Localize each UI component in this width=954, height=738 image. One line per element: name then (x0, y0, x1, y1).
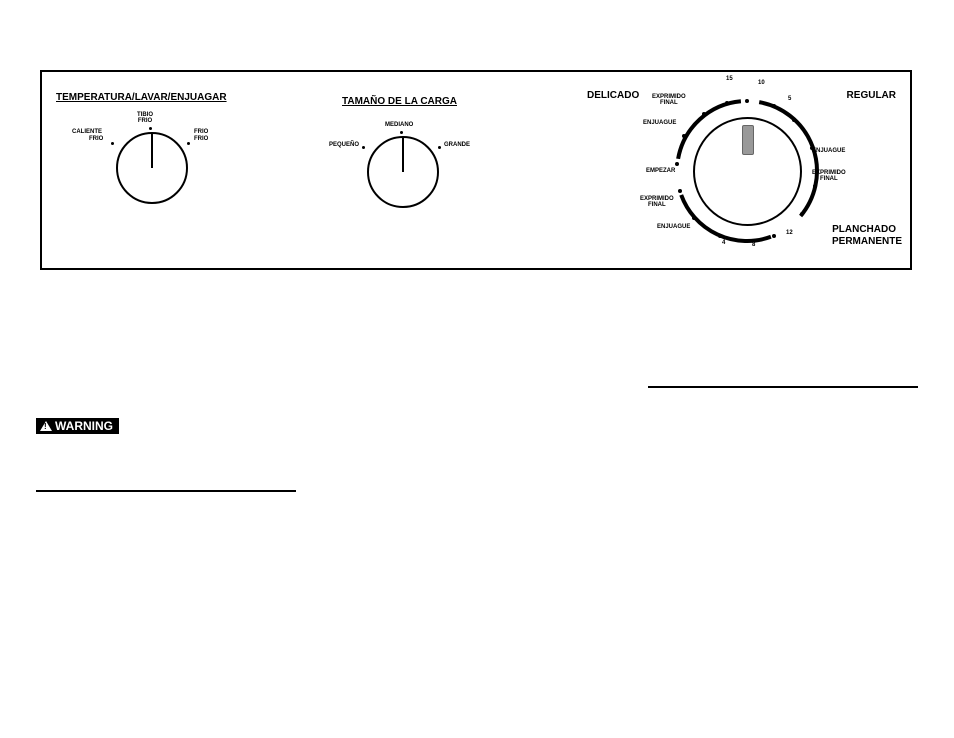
cycle-l1: EXPRIMIDOFINAL (652, 94, 686, 107)
cycle-label-regular: REGULAR (847, 90, 896, 101)
temp-label-right-bottom: FRIO (194, 136, 208, 142)
temp-label-top: TIBIOFRIO (137, 112, 153, 125)
temp-knob-indicator (151, 134, 153, 168)
warning-triangle-icon (40, 421, 52, 431)
cycle-r1: ENJUAGUE (812, 148, 845, 154)
cycle-knob-indicator (742, 125, 754, 155)
warning-text: WARNING (55, 419, 113, 433)
temp-title: TEMPERATURA/LAVAR/ENJUAGAR (56, 92, 227, 103)
temp-label-right-top: FRIO (194, 129, 208, 135)
cycle-t10: 10 (758, 80, 765, 86)
cycle-label-planchado2: PERMANENTE (832, 236, 902, 247)
cycle-dial (662, 86, 832, 256)
cycle-label-planchado1: PLANCHADO (832, 224, 896, 235)
cycle-b8: 8 (752, 242, 755, 248)
load-label-left: PEQUEÑO (329, 142, 359, 148)
load-label-top: MEDIANO (385, 122, 413, 128)
load-dot-right (438, 146, 441, 149)
page-root: TEMPERATURA/LAVAR/ENJUAGAR TIBIOFRIO CAL… (0, 0, 954, 738)
cycle-l5: ENJUAGUE (657, 224, 690, 230)
temp-dot-left (111, 142, 114, 145)
cycle-b4: 4 (722, 240, 725, 246)
cycle-l2: ENJUAGUE (643, 120, 676, 126)
control-panel: TEMPERATURA/LAVAR/ENJUAGAR TIBIOFRIO CAL… (40, 70, 912, 270)
rule-right (648, 386, 918, 388)
temp-dot-right (187, 142, 190, 145)
load-knob[interactable] (367, 136, 439, 208)
temp-label-left-bottom: FRIO (89, 136, 103, 142)
warning-badge: WARNING (36, 418, 119, 434)
cycle-t15: 15 (726, 76, 733, 82)
cycle-l4: EXPRIMIDOFINAL (640, 196, 674, 209)
cycle-b12: 12 (786, 230, 793, 236)
cycle-t5: 5 (788, 96, 791, 102)
load-title: TAMAÑO DE LA CARGA (342, 96, 457, 107)
cycle-label-delicado: DELICADO (587, 90, 639, 101)
load-label-right: GRANDE (444, 142, 470, 148)
load-dot-top (400, 131, 403, 134)
cycle-r2: EXPRIMIDOFINAL (812, 170, 846, 183)
load-knob-indicator (402, 138, 404, 172)
cycle-l3: EMPEZAR (646, 168, 675, 174)
load-dot-left (362, 146, 365, 149)
temp-knob[interactable] (116, 132, 188, 204)
rule-left (36, 490, 296, 492)
temp-dot-top (149, 127, 152, 130)
cycle-knob[interactable] (693, 117, 802, 226)
temp-label-left-top: CALIENTE (72, 129, 102, 135)
